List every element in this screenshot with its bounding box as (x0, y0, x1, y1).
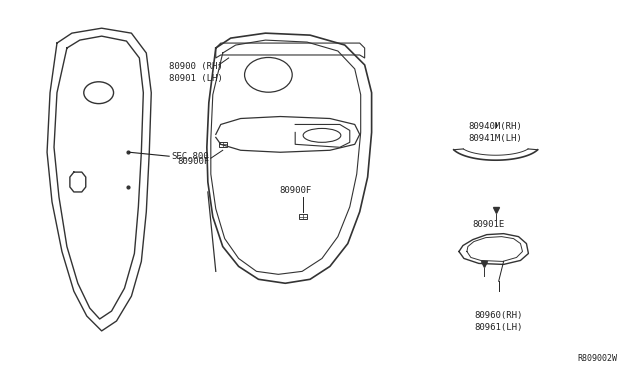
Text: 80900 (RH)
80901 (LH): 80900 (RH) 80901 (LH) (169, 62, 223, 83)
Text: 80940M(RH)
80941M(LH): 80940M(RH) 80941M(LH) (469, 122, 522, 143)
Bar (219, 142, 227, 147)
Text: 80900F: 80900F (178, 157, 210, 166)
Text: SEC.800: SEC.800 (171, 152, 209, 161)
Text: 80901E: 80901E (472, 220, 505, 229)
Text: 80900F: 80900F (279, 186, 311, 195)
Text: 80960(RH)
80961(LH): 80960(RH) 80961(LH) (474, 311, 523, 332)
Bar (299, 214, 307, 219)
Text: R809002W: R809002W (578, 354, 618, 363)
